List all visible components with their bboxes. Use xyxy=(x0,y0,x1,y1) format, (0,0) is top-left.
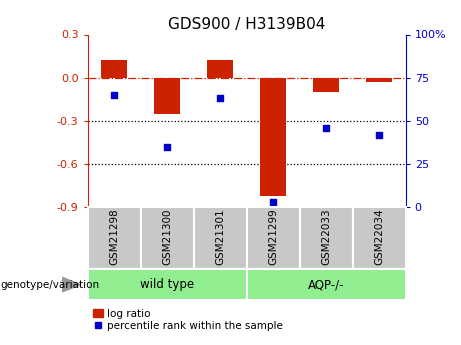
Text: GSM21299: GSM21299 xyxy=(268,208,278,265)
Text: GSM22033: GSM22033 xyxy=(321,208,331,265)
Bar xyxy=(300,207,353,269)
Text: genotype/variation: genotype/variation xyxy=(0,280,99,289)
Bar xyxy=(366,78,392,82)
Bar xyxy=(88,207,141,269)
Bar xyxy=(260,78,286,196)
Text: GSM21300: GSM21300 xyxy=(162,209,172,265)
Text: wild type: wild type xyxy=(140,278,194,291)
Text: GSM21301: GSM21301 xyxy=(215,208,225,265)
Bar xyxy=(154,78,180,114)
Point xyxy=(269,199,277,205)
Bar xyxy=(313,78,339,92)
Bar xyxy=(207,60,233,78)
Point xyxy=(163,144,171,149)
Point xyxy=(110,92,118,98)
Legend: log ratio, percentile rank within the sample: log ratio, percentile rank within the sa… xyxy=(93,309,283,331)
Text: GSM22034: GSM22034 xyxy=(374,208,384,265)
Text: GSM21298: GSM21298 xyxy=(109,208,119,265)
Point xyxy=(216,96,224,101)
Title: GDS900 / H3139B04: GDS900 / H3139B04 xyxy=(168,17,325,32)
Bar xyxy=(141,207,194,269)
Point xyxy=(322,125,330,130)
Bar xyxy=(101,60,127,78)
Bar xyxy=(353,207,406,269)
Bar xyxy=(247,207,300,269)
Point xyxy=(375,132,383,137)
Bar xyxy=(247,269,406,300)
Bar xyxy=(194,207,247,269)
Bar xyxy=(88,269,247,300)
Text: AQP-/-: AQP-/- xyxy=(308,278,344,291)
Polygon shape xyxy=(62,277,81,292)
